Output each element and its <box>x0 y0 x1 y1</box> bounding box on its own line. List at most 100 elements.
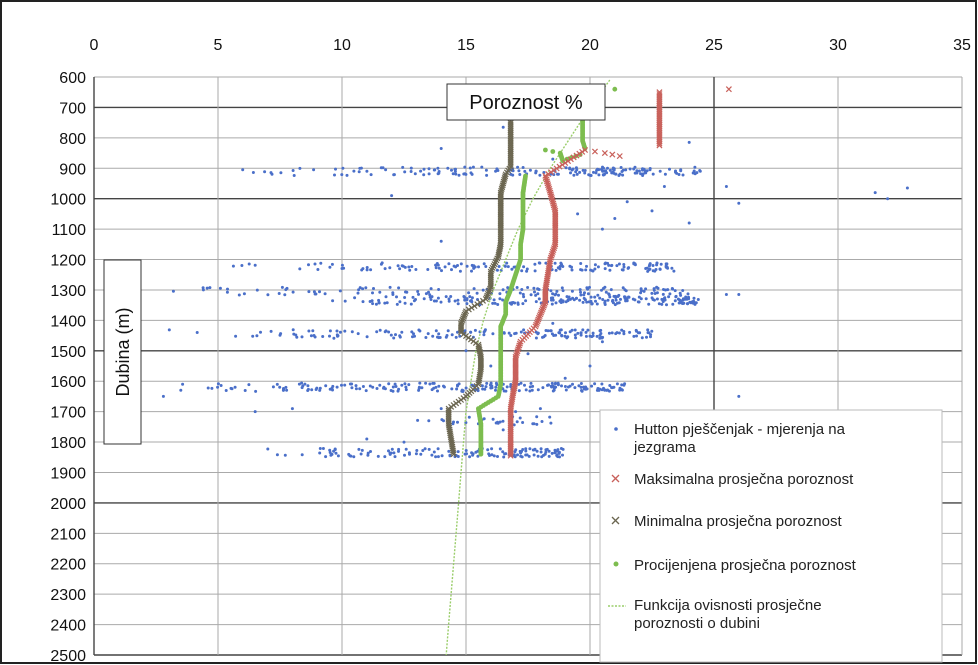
measurement-point <box>403 382 407 386</box>
measurement-point <box>379 262 383 266</box>
measurement-point <box>609 288 613 292</box>
measurement-point <box>540 455 544 459</box>
y-tick-label-600: 600 <box>59 70 86 87</box>
legend-label-min: Minimalna prosječna poroznost <box>634 513 842 530</box>
measurement-point <box>651 269 655 273</box>
measurement-point <box>283 293 287 297</box>
measurement-point <box>171 289 175 293</box>
measurement-point <box>350 330 354 334</box>
measurement-point <box>525 267 529 271</box>
measurement-point <box>589 295 593 299</box>
y-tick-label-2200: 2200 <box>50 557 86 574</box>
measurement-point <box>606 166 609 170</box>
measurement-point <box>600 336 604 340</box>
measurement-point <box>349 454 353 458</box>
measurement-point <box>428 293 432 297</box>
maximum-point <box>551 243 558 250</box>
measurement-point <box>636 300 640 304</box>
maximum-point <box>609 151 616 158</box>
measurement-point <box>464 386 468 390</box>
maximum-point <box>545 183 552 191</box>
measurement-point <box>297 382 301 386</box>
measurement-point <box>574 336 578 340</box>
measurement-point <box>439 147 443 150</box>
measurement-point <box>240 264 244 267</box>
measurement-point <box>648 168 652 172</box>
measurement-point <box>666 266 670 270</box>
measurement-point <box>483 329 487 333</box>
measurement-point <box>518 291 522 295</box>
measurement-point <box>588 173 592 177</box>
measurement-point <box>642 289 646 293</box>
measurement-point <box>404 290 407 294</box>
measurement-point <box>494 169 498 173</box>
measurement-point <box>483 387 487 391</box>
measurement-point <box>687 297 691 301</box>
measurement-point <box>415 449 419 452</box>
measurement-point <box>673 289 677 293</box>
measurement-point <box>324 455 328 459</box>
measurement-point <box>527 454 531 458</box>
measurement-point <box>550 302 554 306</box>
measurement-point <box>621 173 625 177</box>
measurement-point <box>449 295 453 298</box>
measurement-point <box>611 298 615 302</box>
measurement-point <box>528 447 532 451</box>
measurement-point <box>563 376 567 380</box>
measurement-point <box>412 299 416 303</box>
measurement-point <box>474 450 478 454</box>
measurement-point <box>307 329 311 333</box>
y-tick-label-1400: 1400 <box>50 313 86 330</box>
maximum-point <box>582 146 589 154</box>
measurement-point <box>357 447 361 451</box>
measurement-point <box>271 385 275 389</box>
measurement-point <box>656 286 660 290</box>
maximum-point <box>535 316 542 323</box>
measurement-point <box>359 452 363 456</box>
measurement-point <box>681 289 685 292</box>
measurement-point <box>340 263 344 267</box>
measurement-point <box>543 452 547 456</box>
measurement-point <box>578 170 582 174</box>
maximum-point <box>601 150 608 157</box>
measurement-point <box>551 298 555 302</box>
y-tick-label-800: 800 <box>59 131 86 148</box>
measurement-point <box>519 330 523 334</box>
measurement-point <box>651 264 655 267</box>
estimated-point <box>543 147 548 153</box>
measurement-point <box>400 383 404 387</box>
measurement-point <box>251 334 255 338</box>
measurement-point <box>631 297 635 301</box>
measurement-point <box>403 453 406 457</box>
chart-title: Poroznost % <box>469 92 583 114</box>
y-tick-label-1900: 1900 <box>50 465 86 482</box>
x-tick-labels: 0 5 10 15 20 25 30 35 <box>90 37 971 54</box>
measurement-point <box>332 336 336 340</box>
measurement-point <box>674 294 678 298</box>
measurement-point <box>328 448 332 452</box>
measurement-point <box>650 296 654 300</box>
y-tick-label-2400: 2400 <box>50 618 86 635</box>
measurement-point <box>695 171 699 175</box>
measurement-point <box>681 173 685 177</box>
measurement-point <box>658 267 662 271</box>
measurement-point <box>340 173 344 177</box>
measurement-point <box>537 288 541 291</box>
measurement-point <box>671 302 675 306</box>
measurement-point <box>512 265 516 269</box>
measurement-point <box>538 173 542 177</box>
measurement-point <box>475 291 479 295</box>
legend-label-trend: Funkcija ovisnosti prosječne poroznosti o… <box>634 597 822 632</box>
maximum-point <box>591 148 598 155</box>
measurement-point <box>679 169 683 173</box>
measurement-point <box>216 382 220 386</box>
measurement-point <box>313 292 317 296</box>
measurement-point <box>632 167 636 171</box>
measurement-point <box>585 300 589 304</box>
measurement-point <box>379 166 383 170</box>
measurement-point <box>480 384 484 388</box>
maximum-point <box>616 153 623 160</box>
measurement-point <box>426 268 430 271</box>
legend-item-min: Minimalna prosječna poroznost <box>611 513 842 530</box>
measurement-point <box>603 303 607 306</box>
